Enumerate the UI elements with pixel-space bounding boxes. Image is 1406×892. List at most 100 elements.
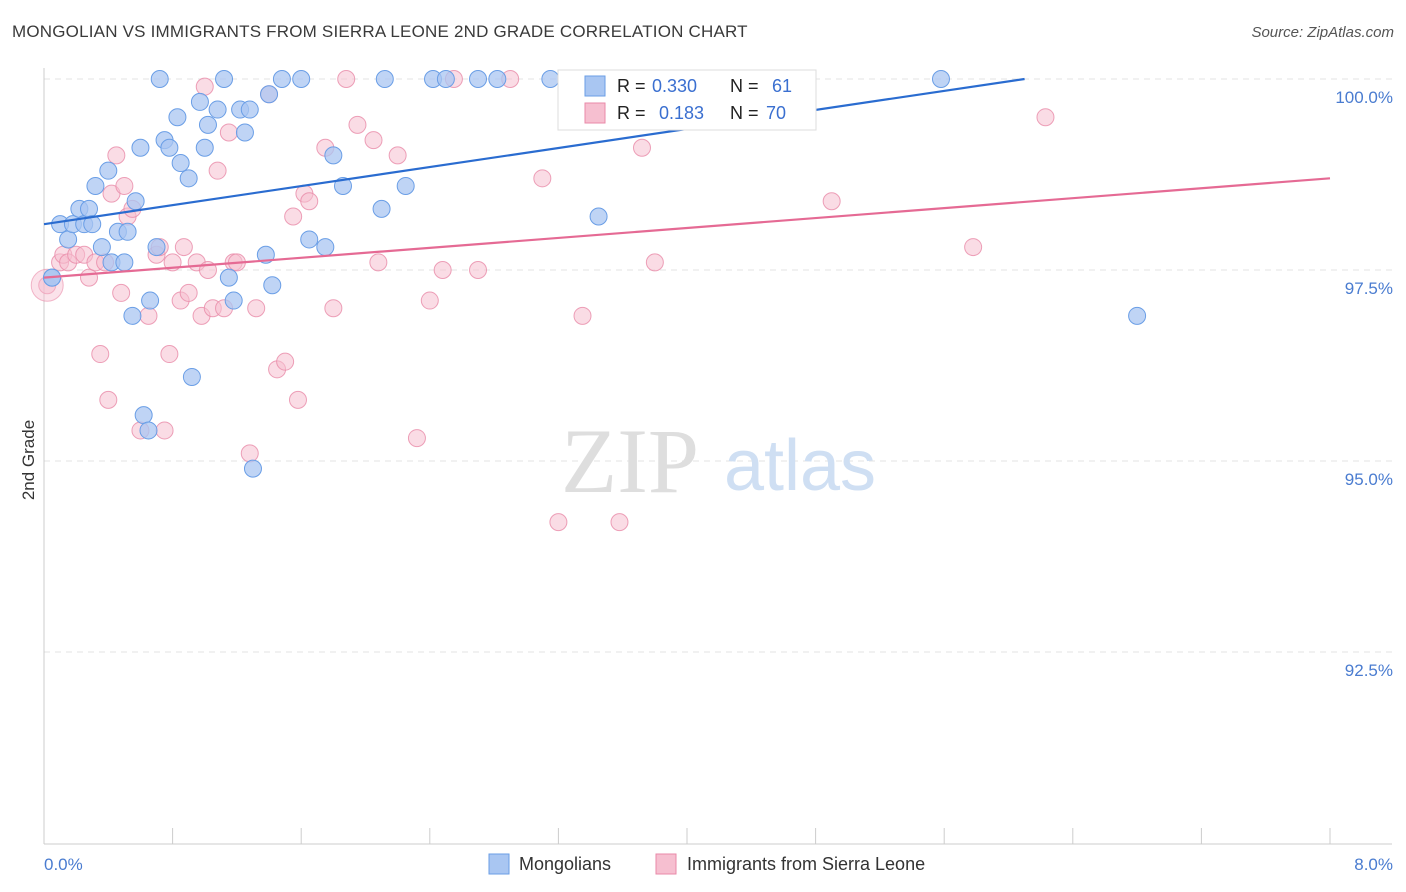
- chart-title: MONGOLIAN VS IMMIGRANTS FROM SIERRA LEON…: [12, 22, 748, 41]
- mongolian-point: [86, 176, 105, 195]
- sierra-leone-point: [179, 283, 198, 302]
- sierra-leone-point: [174, 238, 193, 257]
- mongolian-trend-line: [43, 77, 1025, 226]
- sierra-leone-point: [533, 169, 552, 188]
- sierra-leone-point: [300, 192, 319, 211]
- mongolian-point: [333, 176, 352, 195]
- y-axis-label: 2nd Grade: [19, 420, 38, 500]
- mongolian-point: [131, 138, 150, 157]
- sierra-leone-point: [160, 345, 179, 364]
- mongolian-point: [215, 70, 234, 88]
- sierra-leone-point: [573, 306, 592, 325]
- mongolian-point: [134, 406, 153, 425]
- sierra-leone-point: [91, 345, 110, 364]
- stats-swatch-pink: [584, 102, 606, 124]
- mongolian-point: [160, 138, 179, 157]
- legend: Mongolians Immigrants from Sierra Leone: [488, 853, 925, 875]
- legend-label-mongolians: Mongolians: [519, 854, 611, 874]
- mongolian-point: [195, 138, 214, 157]
- mongolian-point: [292, 70, 311, 88]
- sierra-leone-point: [549, 513, 568, 532]
- sierra-leone-point: [208, 161, 227, 180]
- y-tick-label: 97.5%: [1345, 279, 1393, 298]
- sierra-leone-point: [369, 253, 388, 272]
- stats-n-label-pink: N =: [730, 103, 759, 123]
- axes: [43, 68, 1392, 845]
- sierra-leone-point: [348, 115, 367, 134]
- mongolian-point: [190, 92, 209, 111]
- sierra-leone-point: [364, 131, 383, 150]
- mongolian-point: [372, 199, 391, 218]
- mongolian-point: [396, 176, 415, 195]
- legend-swatch-mongolians: [488, 853, 510, 875]
- sierra-leone-point: [276, 352, 295, 371]
- sierra-leone-point: [112, 283, 131, 302]
- mongolian-point: [123, 306, 142, 325]
- mongolian-point: [240, 100, 259, 119]
- y-tick-label: 92.5%: [1345, 661, 1393, 680]
- mongolian-point: [469, 70, 488, 88]
- mongolian-point: [141, 291, 160, 310]
- mongolian-point: [541, 70, 560, 88]
- mongolian-point: [436, 70, 455, 88]
- mongolian-point: [235, 123, 254, 142]
- mongolian-point: [260, 85, 279, 104]
- sierra-leone-point: [115, 176, 134, 195]
- mongolian-point: [99, 161, 118, 180]
- mongolian-point: [147, 238, 166, 257]
- mongolian-point: [931, 70, 950, 88]
- sierra-leone-point: [469, 261, 488, 279]
- y-tick-label: 95.0%: [1345, 470, 1393, 489]
- mongolian-point: [179, 169, 198, 188]
- sierra-leone-point: [964, 238, 983, 257]
- legend-swatch-sierra-leone: [655, 853, 677, 875]
- stats-n-label-blue: N =: [730, 76, 759, 96]
- sierra-leone-point: [155, 421, 174, 440]
- mongolian-point: [171, 154, 190, 173]
- sierra-leone-point: [288, 390, 307, 409]
- sierra-leone-trend-line: [43, 177, 1331, 279]
- x-tick-labels: 0.0% 8.0%: [44, 855, 1393, 874]
- mongolian-point: [182, 367, 201, 386]
- mongolian-point: [126, 192, 145, 211]
- mongolian-point: [59, 230, 78, 249]
- sierra-leone-point: [99, 390, 118, 409]
- mongolian-point: [208, 100, 227, 119]
- sierra-leone-point: [107, 146, 126, 165]
- sierra-leone-point: [337, 70, 356, 88]
- mongolian-point: [219, 268, 238, 287]
- y-tick-label: 100.0%: [1335, 88, 1393, 107]
- sierra-leone-point: [1036, 108, 1055, 127]
- stats-box: R = 0.330 N = 61 R = 0.183 N = 70: [557, 69, 817, 131]
- mongolian-point: [92, 238, 111, 257]
- sierra-leone-point: [645, 253, 664, 272]
- sierra-leone-point: [284, 207, 303, 226]
- watermark: ZIP atlas: [561, 410, 876, 512]
- mongolian-point: [80, 199, 99, 218]
- stats-swatch-blue: [584, 75, 606, 97]
- mongolian-point: [324, 146, 343, 165]
- mongolian-point: [272, 70, 291, 88]
- sierra-leone-point: [247, 299, 266, 318]
- mongolian-point: [83, 215, 102, 234]
- sierra-leone-points: [30, 70, 1055, 532]
- sierra-leone-point: [632, 138, 651, 157]
- mongolian-point: [488, 70, 507, 88]
- sierra-leone-point: [433, 261, 452, 279]
- sierra-leone-point: [80, 268, 99, 287]
- sierra-leone-point: [324, 299, 343, 318]
- stats-r-value-pink: 0.183: [659, 103, 704, 123]
- x-tick-label: 8.0%: [1354, 855, 1393, 874]
- sierra-leone-point: [219, 123, 238, 142]
- sierra-leone-point: [240, 444, 259, 463]
- mongolian-point: [139, 421, 158, 440]
- sierra-leone-point: [195, 77, 214, 96]
- watermark-atlas: atlas: [724, 426, 876, 506]
- mongolian-point: [300, 230, 319, 249]
- sierra-leone-point: [388, 146, 407, 165]
- mongolian-point: [589, 207, 608, 226]
- sierra-leone-point: [610, 513, 629, 532]
- stats-r-label-blue: R =: [617, 76, 646, 96]
- mongolian-point: [1128, 306, 1147, 325]
- mongolian-point: [263, 276, 282, 295]
